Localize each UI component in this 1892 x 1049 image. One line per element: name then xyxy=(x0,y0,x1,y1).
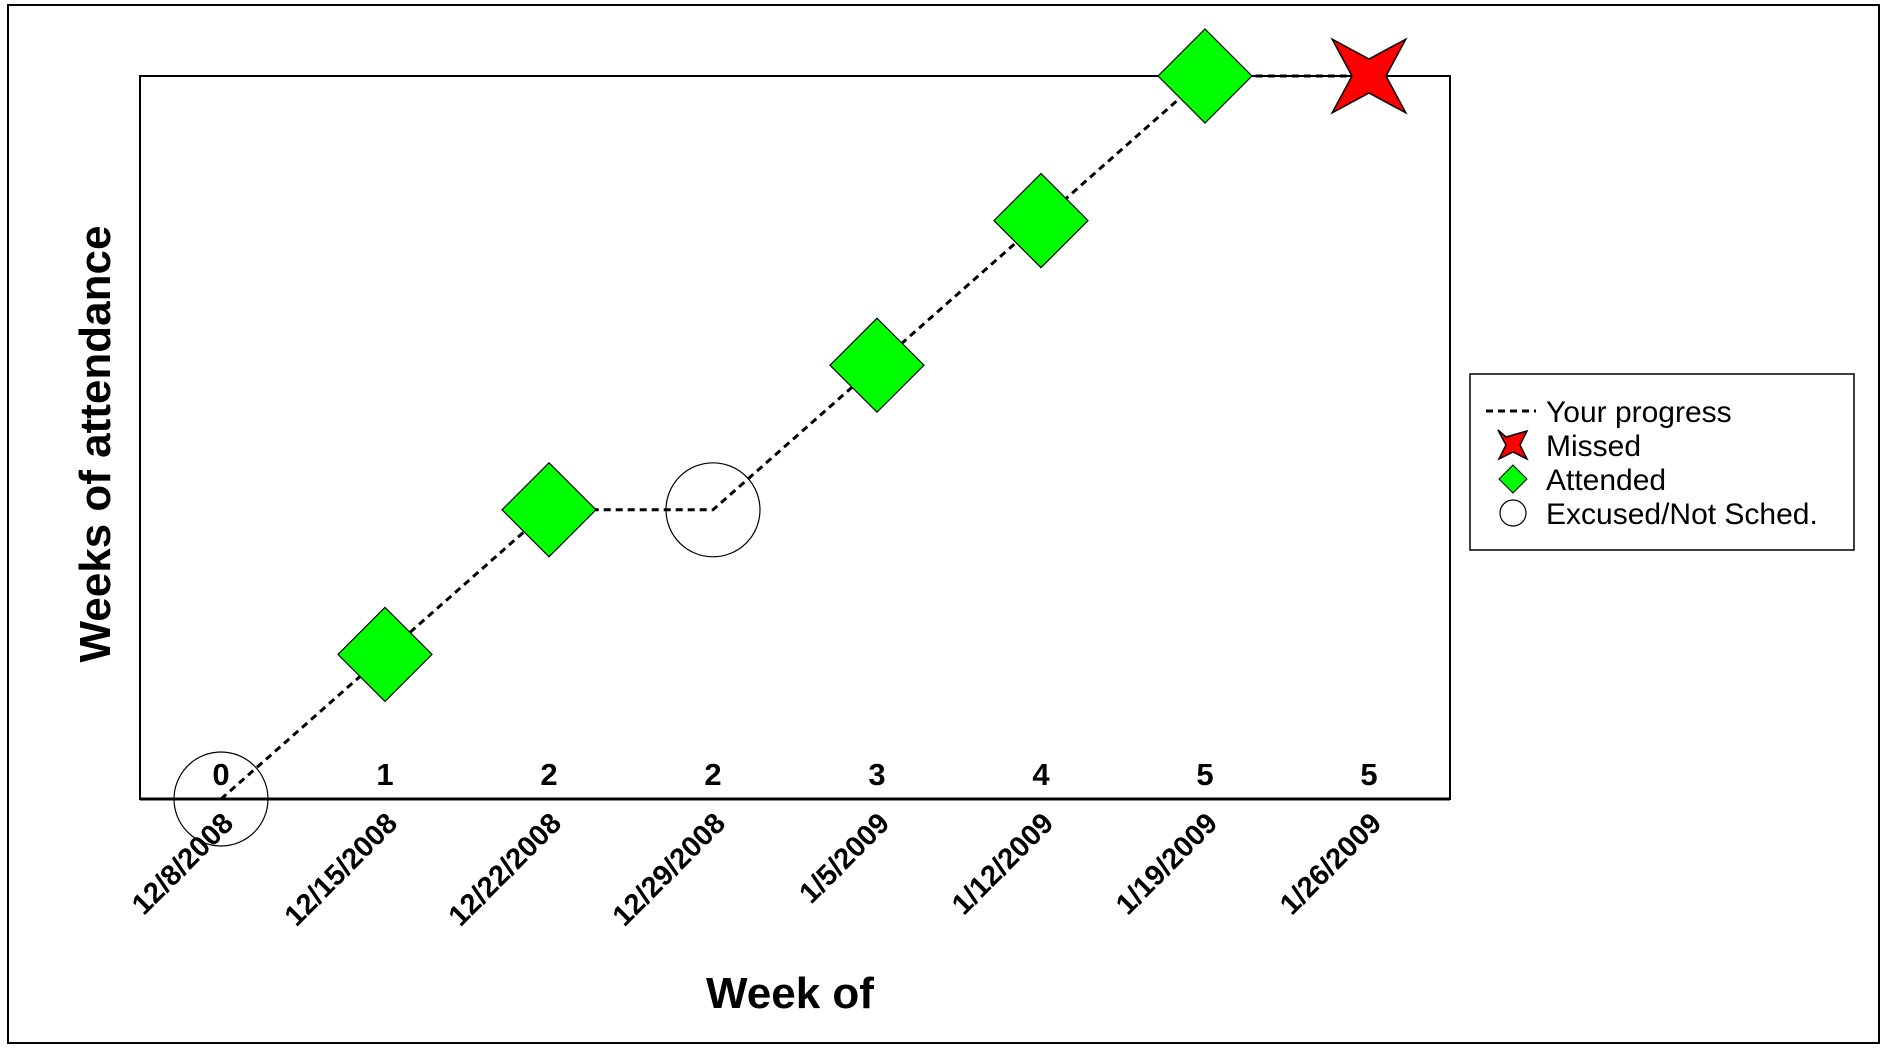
series-layer xyxy=(173,28,1408,847)
data-label: 2 xyxy=(704,757,721,792)
x-tick-label: 12/22/2008 xyxy=(443,807,568,932)
x-axis-title: Week of xyxy=(706,969,874,1018)
legend-box xyxy=(1469,373,1855,551)
x-tick-label: 12/29/2008 xyxy=(607,807,732,932)
legend-missed-swatch xyxy=(1497,429,1529,461)
legend-excused-swatch xyxy=(1499,499,1527,527)
x-tick-labels: 12/8/2008 12/15/2008 12/22/2008 12/29/2008 1… xyxy=(126,807,1388,932)
attended-marker xyxy=(501,461,597,558)
missed-marker xyxy=(1330,37,1408,115)
attended-marker xyxy=(829,317,925,414)
data-labels: 0 1 2 2 3 4 5 5 xyxy=(212,757,1377,792)
x-tick-label: 1/19/2009 xyxy=(1110,807,1224,921)
x-tick-label: 12/8/2008 xyxy=(126,807,240,921)
legend-label-missed: Missed xyxy=(1546,430,1641,463)
attended-marker xyxy=(993,172,1089,269)
attended-marker xyxy=(337,606,433,703)
y-axis-title: Weeks of attendance xyxy=(71,226,120,663)
x-tick-label: 1/26/2009 xyxy=(1274,807,1388,921)
legend-label-progress: Your progress xyxy=(1546,396,1732,429)
x-tick-label: 12/15/2008 xyxy=(279,807,404,932)
excused-marker xyxy=(173,751,269,847)
progress-line xyxy=(220,74,1369,801)
data-label: 4 xyxy=(1032,757,1050,792)
data-label: 0 xyxy=(212,757,229,792)
data-label: 5 xyxy=(1196,757,1213,792)
legend-label-attended: Attended xyxy=(1546,464,1666,497)
x-tick-label: 1/5/2009 xyxy=(793,807,895,909)
attended-marker xyxy=(1157,28,1253,124)
data-label: 5 xyxy=(1360,757,1377,792)
data-label: 2 xyxy=(540,757,557,792)
x-tick-label: 1/12/2009 xyxy=(946,807,1060,921)
legend: Your progress Missed Attended Excused/No… xyxy=(1469,373,1855,551)
legend-attended-swatch xyxy=(1498,464,1528,494)
excused-marker xyxy=(665,462,761,558)
data-label: 3 xyxy=(868,757,885,792)
data-label: 1 xyxy=(376,757,393,792)
legend-label-excused: Excused/Not Sched. xyxy=(1546,498,1818,531)
